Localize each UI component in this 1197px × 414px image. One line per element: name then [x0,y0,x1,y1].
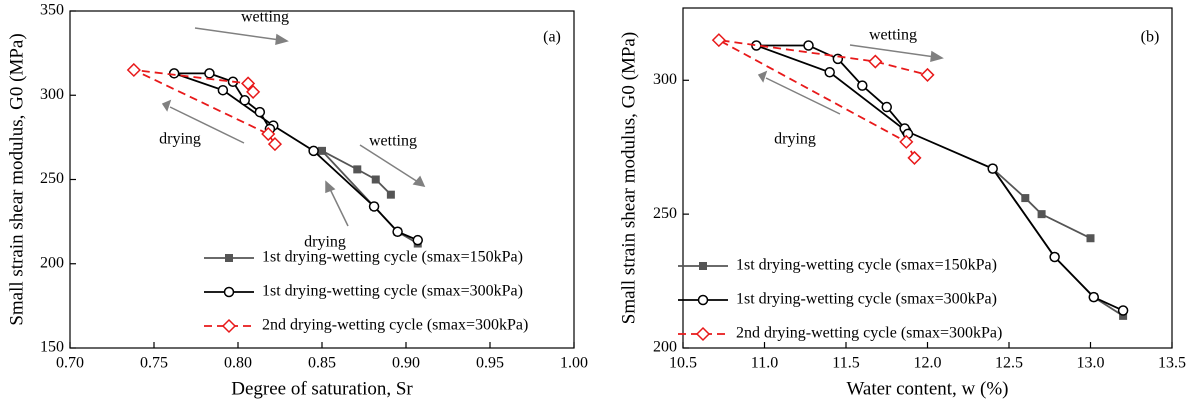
annotation: wetting [241,9,289,26]
data-point [353,165,362,174]
x-axis-label: Degree of saturation, Sr [231,378,413,399]
data-point [1037,210,1046,219]
y-tick-label: 300 [653,71,677,88]
x-tick-label: 0.90 [392,355,420,372]
data-point [920,67,935,82]
data-point [412,234,424,246]
x-tick-label: 0.70 [56,355,84,372]
y-axis-label: Small strain shear modulus, G0 (MPa) [618,32,639,324]
data-point [392,226,403,237]
x-tick-label: 1.00 [560,355,588,372]
x-axis-label: Water content, w (%) [846,378,1008,399]
data-point [217,84,229,96]
panel-label: (a) [543,29,561,46]
legend-marker [223,286,235,298]
data-point [254,106,266,118]
annotation: drying [159,131,201,148]
data-point [711,33,726,48]
legend-marker [697,294,709,306]
annotation: wetting [369,133,417,150]
x-tick-label: 13.5 [1158,355,1186,372]
series-line [173,72,419,241]
data-point [803,40,814,51]
data-point [371,175,380,184]
data-point [1088,291,1100,303]
y-tick-label: 250 [40,170,64,187]
data-point [308,145,319,157]
data-point [368,201,380,212]
data-point [246,84,261,99]
data-point [907,150,922,165]
y-tick-label: 350 [40,2,64,19]
data-point [1086,234,1095,243]
series-line [321,150,419,245]
data-point [899,134,914,149]
data-point [241,76,256,91]
x-tick-label: 0.85 [308,355,336,372]
x-tick-label: 0.95 [476,355,504,372]
data-point [204,68,215,79]
legend-label: 1st drying-wetting cycle (smax=300kPa) [736,291,997,308]
data-point [318,146,326,155]
x-tick-label: 10.5 [669,355,697,372]
data-point [868,54,883,69]
data-point [126,62,141,78]
x-tick-label: 12.5 [995,355,1023,372]
arrows [161,27,944,227]
annotation: drying [304,234,346,251]
legend-label: 1st drying-wetting cycle (smax=150kPa) [736,257,997,274]
data-point [168,68,180,79]
annotation: wetting [869,27,917,44]
legend-marker [699,262,707,270]
x-tick-label: 11.5 [832,355,859,372]
annotation: drying [774,131,816,148]
y-tick-label: 200 [653,339,677,356]
y-tick-label: 250 [653,205,677,222]
data-point [1049,251,1060,263]
x-tick-label: 11.0 [751,355,778,372]
legend-label: 1st drying-wetting cycle (smax=150kPa) [262,249,523,266]
x-tick-label: 13.0 [1077,355,1105,372]
legend-marker [221,318,237,334]
data-point [1021,194,1030,203]
panel-label: (b) [1141,29,1160,46]
y-tick-label: 300 [40,86,64,103]
series-line [991,167,1124,317]
x-tick-label: 12.0 [914,355,942,372]
data-point [987,163,998,174]
y-tick-label: 200 [40,254,64,271]
data-point [267,137,283,152]
legend-marker [225,254,233,262]
legend-marker [695,326,711,342]
legend-label: 2nd drying-wetting cycle (smax=300kPa) [736,325,1002,342]
data-point [261,126,276,142]
data-point [1117,305,1129,316]
data-point [239,95,250,106]
data-point [386,190,395,199]
series-line [718,39,928,159]
y-tick-label: 150 [40,339,64,356]
data-point [824,67,835,78]
legend-label: 1st drying-wetting cycle (smax=300kPa) [262,283,523,300]
data-point [1119,311,1128,320]
y-axis-label: Small strain shear modulus, G0 (MPa) [6,33,27,325]
legend-label: 2nd drying-wetting cycle (smax=300kPa) [262,317,528,334]
x-tick-label: 0.75 [140,355,168,372]
x-tick-label: 0.80 [224,355,252,372]
data-point [881,101,892,113]
data-point [857,80,868,91]
